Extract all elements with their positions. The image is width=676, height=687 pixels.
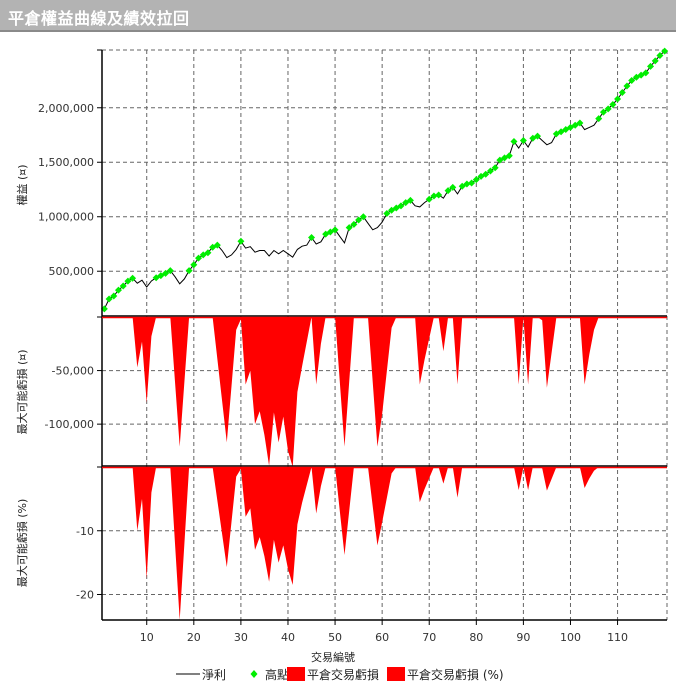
high-point-marker — [656, 51, 664, 59]
legend-label: 平倉交易虧損 — [307, 667, 379, 682]
y-axis-label-drawdown-pct: 最大可能虧損 (%) — [15, 499, 29, 588]
y-tick-label: -10 — [76, 525, 94, 538]
red-box-icon — [287, 667, 305, 681]
x-tick-label: 100 — [560, 631, 581, 644]
legend-label: 高點 — [265, 667, 289, 682]
high-point-marker — [661, 47, 669, 55]
high-point-marker — [609, 100, 617, 108]
high-point-marker — [129, 274, 137, 282]
y-axis-label-equity: 權益 (¤) — [15, 164, 29, 205]
x-tick-label: 10 — [140, 631, 154, 644]
high-point-marker — [647, 62, 655, 70]
high-point-marker — [604, 105, 612, 113]
high-point-marker — [444, 187, 452, 195]
high-point-marker — [190, 261, 198, 269]
high-point-marker — [449, 183, 457, 191]
high-point-marker — [406, 196, 414, 204]
x-tick-label: 50 — [328, 631, 342, 644]
high-point-marker — [213, 241, 221, 249]
green-diamond-icon — [250, 670, 258, 678]
legend-item-drawdown[interactable]: 平倉交易虧損 — [287, 667, 379, 682]
title-bar: 平倉權益曲線及績效拉回 — [0, 0, 676, 32]
high-point-marker — [430, 192, 438, 200]
y-tick-label: 1,000,000 — [38, 211, 94, 224]
high-point-marker — [491, 164, 499, 172]
high-point-marker — [345, 224, 353, 232]
high-point-marker — [166, 267, 174, 275]
high-point-marker — [595, 115, 603, 123]
high-point-marker — [425, 195, 433, 203]
x-axis-label: 交易編號 — [311, 650, 355, 664]
drawdown-pct-area — [132, 467, 599, 620]
high-point-marker — [162, 269, 170, 277]
high-point-marker — [519, 136, 527, 144]
high-point-marker — [576, 119, 584, 127]
y-tick-label: -20 — [76, 589, 94, 602]
x-tick-label: 30 — [234, 631, 248, 644]
legend-item-drawdown-pct[interactable]: 平倉交易虧損 (%) — [387, 667, 504, 682]
high-point-marker — [505, 152, 513, 160]
x-tick-label: 20 — [187, 631, 201, 644]
high-point-marker — [185, 267, 193, 275]
high-point-marker — [114, 286, 122, 294]
high-point-marker — [435, 191, 443, 199]
high-point-marker — [486, 167, 494, 175]
high-point-marker — [468, 179, 476, 187]
high-point-marker — [119, 282, 127, 290]
y-tick-label: -50,000 — [52, 365, 94, 378]
high-point-marker — [195, 254, 203, 262]
x-tick-label: 60 — [375, 631, 389, 644]
y-tick-label: 500,000 — [49, 265, 95, 278]
axes: 10 20 30 40 50 60 70 80 90 100 110 500,000 1,000,000… — [38, 49, 667, 644]
high-point-marker — [642, 69, 650, 77]
high-point-marker — [237, 237, 245, 245]
high-point-marker — [623, 82, 631, 90]
high-point-marker — [534, 132, 542, 140]
legend-item-net-profit[interactable]: 淨利 — [176, 668, 226, 682]
high-point-marker — [397, 202, 405, 210]
legend-label: 淨利 — [202, 668, 226, 682]
high-point-marker — [350, 220, 358, 228]
high-point-marker — [463, 180, 471, 188]
legend: 淨利 高點 平倉交易虧損 平倉交易虧損 (%) — [176, 667, 504, 682]
legend-label: 平倉交易虧損 (%) — [407, 667, 504, 682]
x-tick-label: 80 — [469, 631, 483, 644]
y-axis-label-drawdown: 最大可能虧損 (¤) — [15, 349, 29, 434]
y-tick-label: -100,000 — [45, 418, 94, 431]
grid — [102, 49, 668, 620]
x-tick-label: 90 — [516, 631, 530, 644]
x-tick-label: 40 — [281, 631, 295, 644]
high-point-marker — [651, 57, 659, 65]
high-point-marker — [383, 209, 391, 217]
high-point-marker — [482, 170, 490, 178]
x-tick-label: 110 — [607, 631, 628, 644]
high-point-marker — [124, 277, 132, 285]
high-point-marker — [204, 249, 212, 257]
high-point-marker — [618, 89, 626, 97]
marks — [100, 47, 669, 620]
x-tick-label: 70 — [422, 631, 436, 644]
legend-item-high[interactable]: 高點 — [250, 667, 290, 682]
y-tick-label: 1,500,000 — [38, 156, 94, 169]
high-point-marker — [105, 295, 113, 303]
high-point-marker — [628, 77, 636, 85]
drawdown-area — [132, 317, 599, 467]
high-point-marker — [355, 216, 363, 224]
high-point-marker — [472, 176, 480, 184]
high-point-marker — [308, 233, 316, 241]
red-box-icon — [387, 667, 405, 681]
high-point-marker — [359, 213, 367, 221]
high-point-marker — [510, 138, 518, 146]
high-point-marker — [110, 292, 118, 300]
chart-title: 平倉權益曲線及績效拉回 — [8, 9, 190, 28]
high-point-marker — [614, 95, 622, 103]
y-tick-label: 2,000,000 — [38, 102, 94, 115]
high-point-marker — [599, 108, 607, 116]
high-point-marker — [331, 226, 339, 234]
